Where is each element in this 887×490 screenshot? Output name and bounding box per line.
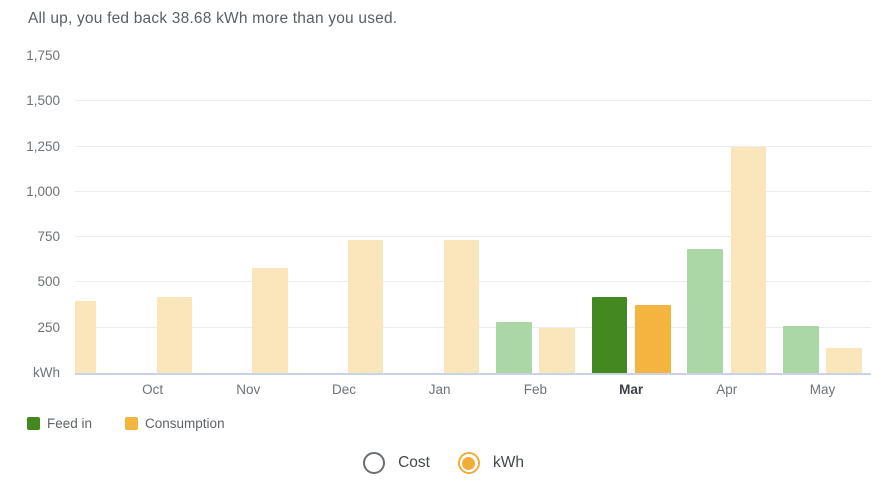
y-tick-label: 250 [37,319,60,335]
bar-consumption[interactable] [156,296,192,373]
x-label-nov[interactable]: Nov [236,382,261,397]
x-label-apr[interactable]: Apr [716,382,738,397]
cost-radio-icon[interactable] [363,452,386,474]
gridline [75,145,871,147]
bar-consumption[interactable] [826,347,862,373]
bar-feed-in[interactable] [591,297,628,373]
y-axis-labels: kWh 1,750 1,500 1,250 1,000 750 500 250 [0,48,60,380]
chart-legend: Feed in Consumption [27,416,225,431]
x-label-dec[interactable]: Dec [331,382,356,397]
gridline [75,100,871,102]
y-tick-label: 750 [37,229,60,245]
bar-consumption[interactable] [252,267,288,373]
x-label-oct[interactable]: Oct [142,382,164,397]
bar-consumption[interactable] [347,239,384,373]
y-axis-unit: kWh [33,365,60,380]
y-tick-label: 1,000 [26,183,60,199]
feed-in-legend-label: Feed in [47,416,93,431]
bar-feed-in[interactable] [496,322,532,373]
x-axis-labels: Oct Nov Dec Jan Feb Mar Apr May [75,382,871,400]
summary-text: All up, you fed back 38.68 kWh more than… [28,10,398,27]
bar-consumption[interactable] [539,327,575,373]
gridline [75,236,871,238]
bar-consumption[interactable] [635,305,671,373]
bar-consumption[interactable] [75,300,97,373]
unit-toggle: Cost kWh [0,452,887,474]
consumption-legend-label: Consumption [145,416,225,431]
x-label-feb[interactable]: Feb [523,382,548,397]
x-label-jan[interactable]: Jan [428,382,451,397]
kwh-radio-icon[interactable] [457,452,480,474]
kwh-option[interactable]: kWh [457,452,524,474]
plot-area [75,56,871,375]
cost-option[interactable]: Cost [363,452,430,474]
cost-option-label: Cost [398,454,430,471]
bar-feed-in[interactable] [687,249,723,373]
kwh-option-label: kWh [492,454,524,471]
feed-in-swatch-icon [27,417,40,430]
gridline [75,190,871,192]
bar-consumption[interactable] [730,146,767,373]
consumption-swatch-icon [125,417,139,430]
y-tick-label: 1,250 [26,138,60,154]
y-tick-label: 1,500 [26,93,60,109]
x-label-mar[interactable]: Mar [619,382,644,397]
x-label-may[interactable]: May [809,382,836,397]
bar-feed-in[interactable] [783,326,819,373]
y-tick-label: 1,750 [26,48,60,63]
y-tick-label: 500 [37,274,60,290]
bar-consumption[interactable] [443,239,480,373]
